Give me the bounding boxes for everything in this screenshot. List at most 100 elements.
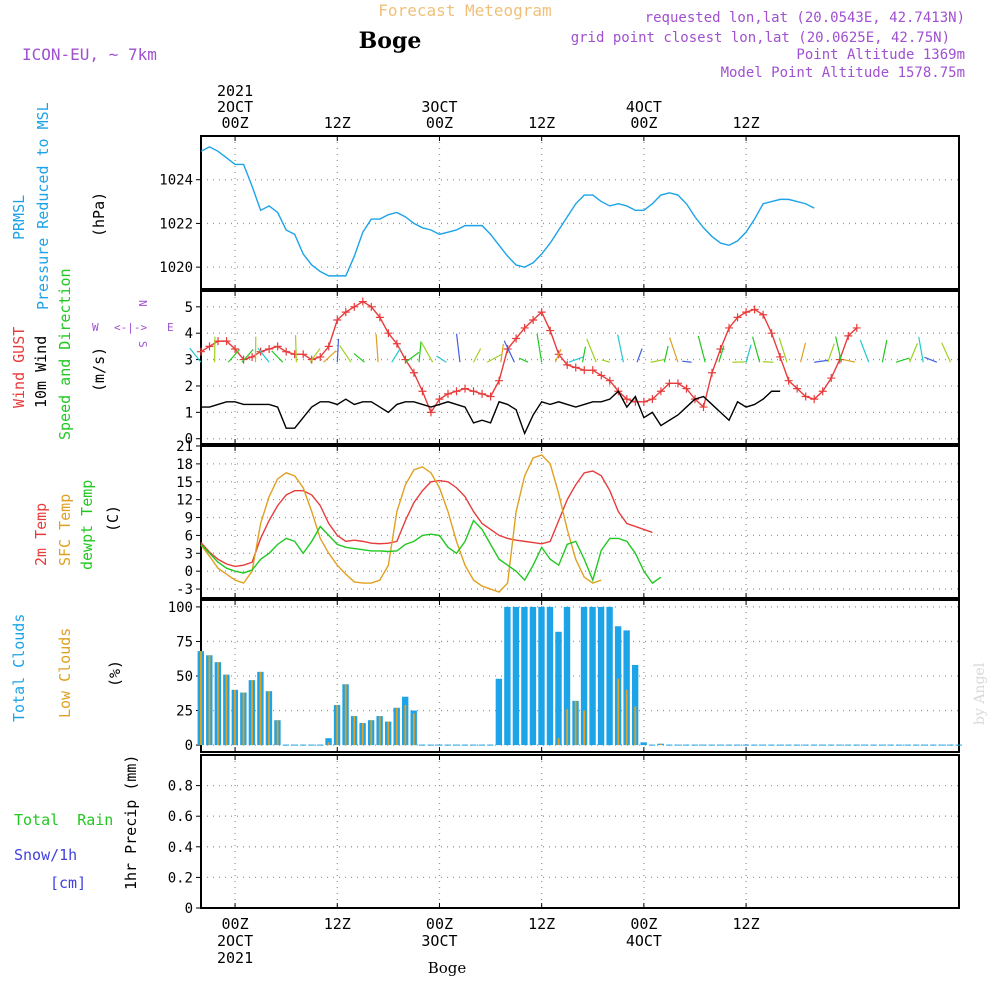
y-tick-label: 0 [185, 901, 193, 917]
top-axis-label: 12Z [733, 114, 760, 132]
low-cloud-bar [575, 701, 577, 745]
wind-arrow [376, 334, 378, 362]
wind-arrow [602, 360, 610, 362]
sfc-label: SFC Temp [56, 494, 74, 566]
gust-marker [435, 395, 443, 403]
gust-marker [350, 303, 358, 311]
compass-s: S [136, 341, 149, 348]
wind-arrow [618, 335, 624, 363]
low-cloud-bar [404, 705, 406, 745]
y-tick-label: 9 [185, 511, 193, 527]
wind10-label: 10m Wind [32, 336, 50, 408]
low-cloud-bar [362, 723, 364, 745]
wind-arrow [698, 336, 705, 362]
gust-marker [580, 366, 588, 374]
y-tick-label: 18 [176, 457, 193, 473]
top-axis-label: 00Z [630, 114, 657, 132]
wind-arrow [537, 334, 542, 362]
gust-marker [759, 311, 767, 319]
wind-arrows [190, 334, 951, 363]
panel-4: 00.20.40.60.8 [168, 755, 959, 917]
low-cloud-bar [268, 691, 270, 745]
wind-arrow [882, 340, 886, 362]
gust-marker [827, 374, 835, 382]
gust-marker [742, 308, 750, 316]
temp-unit-label: (C) [104, 505, 122, 532]
low-cloud-bar [345, 684, 347, 745]
wind-arrow [487, 354, 501, 362]
wind-arrow [670, 338, 678, 363]
low-cloud-bar [634, 706, 636, 745]
bottom-axis-label: 3OCT [421, 932, 457, 950]
gust-marker [470, 387, 478, 395]
top-axis-label: 00Z [222, 114, 249, 132]
gust-marker [418, 387, 426, 395]
low-cloud-bar [566, 709, 568, 745]
gust-marker [487, 393, 495, 401]
total-cloud-bar [504, 607, 510, 745]
y-tick-label: 0.2 [168, 870, 193, 886]
y-tick-label: 1 [185, 405, 193, 421]
gust-marker [427, 408, 435, 416]
total-cloud-bar [496, 679, 502, 745]
total-cloud-bar [513, 607, 519, 745]
low-clouds-label: Low Clouds [56, 628, 74, 718]
gust-marker [410, 369, 418, 377]
speeddir-label: Speed and Direction [56, 268, 74, 440]
gust-marker [444, 390, 452, 398]
wind-arrow [405, 352, 419, 362]
total-cloud-bar [606, 607, 612, 745]
wind-arrow [272, 351, 283, 362]
total-cloud-bar [598, 607, 604, 745]
y-tick-label: 0 [185, 738, 193, 754]
panel-frame [201, 291, 959, 444]
gust-marker [751, 305, 759, 313]
bottom-axis-label: 4OCT [626, 932, 662, 950]
low-cloud-bar [379, 716, 381, 745]
wind-arrow [910, 343, 918, 362]
gust-marker [282, 348, 290, 356]
low-cloud-bar [336, 705, 338, 745]
gust-marker [478, 390, 486, 398]
bottom-axis-label: 12Z [733, 915, 760, 933]
total-cloud-bar [640, 742, 646, 745]
gust-marker [572, 364, 580, 372]
t2m-label: 2m Temp [32, 503, 50, 566]
wind-arrow [324, 351, 337, 363]
y-tick-label: 25 [176, 704, 193, 720]
wind-arrow [419, 341, 421, 362]
y-tick-label: 0 [185, 564, 193, 580]
wind-arrow [436, 356, 446, 362]
precip-ylabel: 1hr Precip (mm) [122, 755, 140, 890]
compass-arrow: <-|-> [114, 321, 147, 334]
gust-label: Wind GUST [10, 327, 28, 408]
gust-marker [597, 371, 605, 379]
gust-marker [274, 342, 282, 350]
bottom-axis-label: 2021 [217, 949, 253, 967]
prmsl-label: PRMSL [10, 195, 28, 240]
wind-arrow [569, 357, 584, 362]
temp-labels: 2m Temp SFC Temp dewpt Temp (C) [32, 480, 122, 570]
wind-arrow [519, 358, 528, 362]
y-tick-label: 21 [176, 439, 193, 455]
bottom-axis-label: 00Z [426, 915, 453, 933]
gust-marker [291, 350, 299, 358]
pressure-desc-label: Pressure Reduced to MSL [34, 102, 52, 310]
y-tick-label: -3 [176, 582, 193, 598]
low-cloud-bar [558, 738, 560, 745]
wind-arrow [228, 349, 239, 362]
y-tick-label: 12 [176, 493, 193, 509]
location-title: Boge [359, 28, 422, 54]
gust-marker [640, 398, 648, 406]
wind-arrow [587, 339, 596, 362]
wind-arrow [296, 335, 297, 362]
low-cloud-bar [396, 708, 398, 745]
low-cloud-bar [626, 690, 628, 745]
wind-arrow [337, 339, 338, 362]
wind-arrow [924, 357, 936, 362]
y-tick-label: 4 [185, 326, 193, 342]
low-cloud-bar [217, 662, 219, 745]
cloud-labels: Total Clouds Low Clouds (%) [10, 614, 124, 722]
